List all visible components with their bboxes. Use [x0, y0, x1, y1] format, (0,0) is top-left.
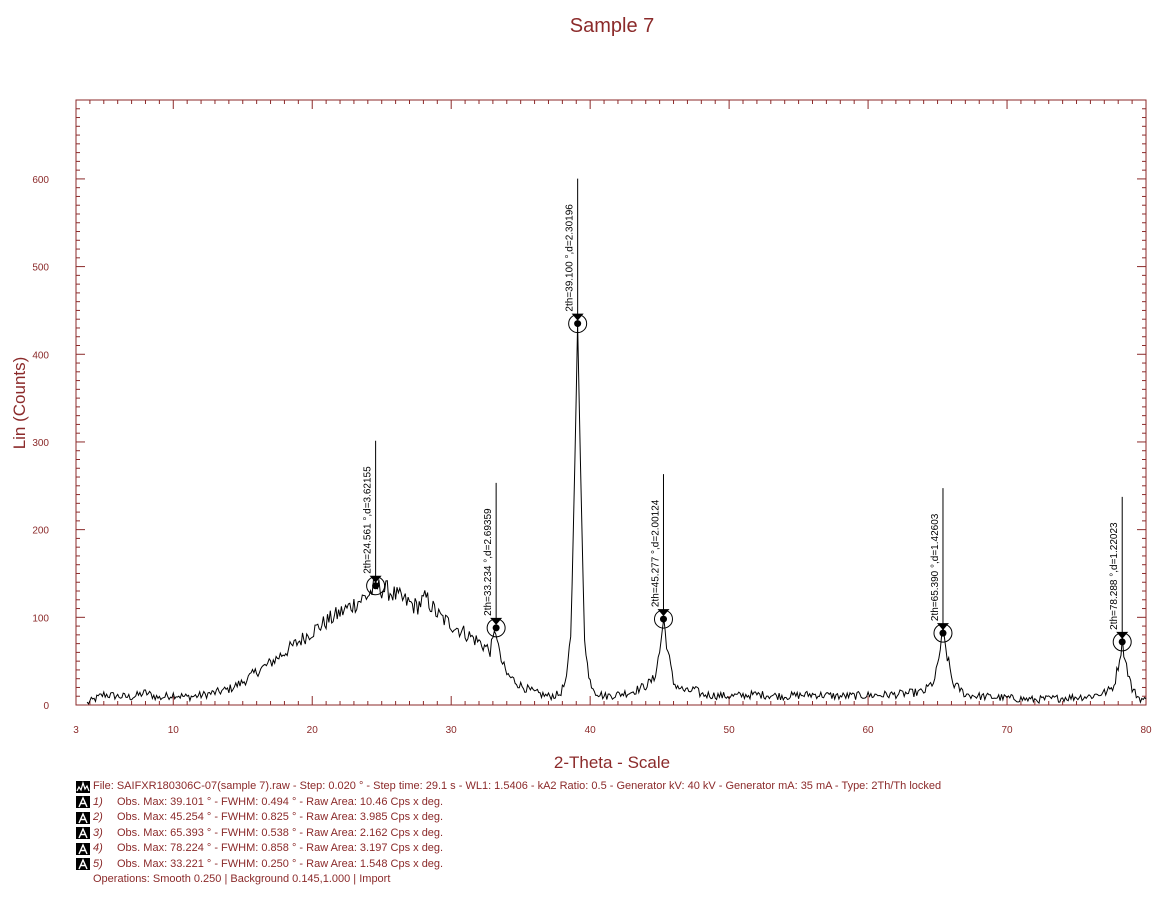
- x-tick-label: 80: [1140, 725, 1152, 736]
- peak-marker: 2th=39.100 °,d=2.30196: [565, 178, 588, 334]
- peak-ring: [933, 623, 953, 643]
- legend: File: SAIFXR180306C-07(sample 7).raw - S…: [76, 779, 941, 888]
- plot-frame: [75, 99, 1147, 706]
- y-tick-label: 400: [32, 350, 49, 361]
- x-tick-label: 3: [73, 725, 79, 736]
- peak-number: 1): [93, 795, 103, 808]
- peak-icon: [76, 827, 90, 840]
- peak-dot: [574, 320, 582, 328]
- y-tick-label: 500: [32, 263, 49, 274]
- peak-number: 5): [93, 857, 103, 870]
- legend-peak-row: 3) Obs. Max: 65.393 ° - FWHM: 0.538 ° - R…: [76, 826, 941, 842]
- x-axis-label: 2-Theta - Scale: [554, 753, 670, 772]
- peak-text: Obs. Max: 65.393 ° - FWHM: 0.538 ° - Raw…: [117, 826, 444, 839]
- pattern-icon: [76, 780, 90, 793]
- peak-annotations: 2th=24.561 °,d=3.62155 2th=33.234 °,d=2.6…: [363, 178, 1132, 652]
- peak-label: 2th=39.100 °,d=2.30196: [565, 204, 576, 312]
- peak-icon: [76, 811, 90, 824]
- peak-ring: [486, 618, 506, 638]
- x-tick-label: 60: [863, 725, 875, 736]
- peak-dot: [372, 582, 380, 590]
- chart-title: Sample 7: [570, 15, 655, 37]
- y-axis-label: Lin (Counts): [10, 357, 29, 450]
- peak-marker: 2th=33.234 °,d=2.69359: [483, 482, 506, 638]
- legend-peak-row: 4) Obs. Max: 78.224 ° - FWHM: 0.858 ° - R…: [76, 841, 941, 857]
- peak-marker: 2th=45.277 °,d=2.00124: [650, 474, 673, 629]
- x-tick-label: 40: [585, 725, 597, 736]
- peak-number: 4): [93, 842, 103, 854]
- peak-dot: [659, 615, 667, 623]
- peak-label: 2th=78.288 °,d=1.22023: [1109, 522, 1120, 630]
- legend-operations: Operations: Smooth 0.250 | Background 0.…: [76, 872, 941, 888]
- y-tick-label: 600: [32, 175, 49, 186]
- x-tick-label: 20: [307, 725, 319, 736]
- xrd-trace: [86, 323, 1147, 705]
- x-tick-label: 50: [724, 725, 736, 736]
- legend-file-row: File: SAIFXR180306C-07(sample 7).raw - S…: [76, 779, 941, 795]
- axis-ticks: [76, 100, 1146, 705]
- peak-label: 2th=65.390 °,d=1.42603: [930, 513, 941, 621]
- peak-text: Obs. Max: 33.221 ° - FWHM: 0.250 ° - Raw…: [117, 857, 444, 870]
- x-tick-label: 30: [446, 725, 458, 736]
- peak-ring: [568, 314, 588, 334]
- legend-file-text: File: SAIFXR180306C-07(sample 7).raw - S…: [93, 780, 942, 792]
- legend-peak-row: 5) Obs. Max: 33.221 ° - FWHM: 0.250 ° - R…: [76, 857, 941, 873]
- peak-text: Obs. Max: 78.224 ° - FWHM: 0.858 ° - Raw…: [117, 842, 444, 854]
- peak-number: 3): [93, 826, 103, 839]
- x-tick-labels: 3 10 20 30 40 50 60 70 80: [73, 725, 1152, 736]
- y-tick-label: 300: [32, 438, 49, 449]
- peak-label: 2th=24.561 °,d=3.62155: [363, 466, 374, 574]
- peak-ring: [366, 576, 386, 596]
- peak-text: Obs. Max: 39.101 ° - FWHM: 0.494 ° - Raw…: [117, 795, 444, 808]
- peak-number: 2): [93, 811, 103, 823]
- peak-icon: [76, 858, 90, 871]
- peak-marker: 2th=78.288 °,d=1.22023: [1109, 496, 1132, 652]
- peak-marker: 2th=24.561 °,d=3.62155: [363, 440, 386, 596]
- peak-marker: 2th=65.390 °,d=1.42603: [930, 488, 953, 643]
- peak-ring: [653, 609, 673, 629]
- y-tick-labels: 0 100 200 300 400 500 600: [32, 175, 49, 712]
- peak-label: 2th=33.234 °,d=2.69359: [483, 508, 494, 616]
- y-tick-label: 0: [43, 701, 49, 712]
- peak-icon: [76, 842, 90, 855]
- operations-text: Operations: Smooth 0.250 | Background 0.…: [93, 873, 391, 885]
- legend-peak-row: 1) Obs. Max: 39.101 ° - FWHM: 0.494 ° - R…: [76, 795, 941, 811]
- peak-ring: [1112, 632, 1132, 652]
- x-tick-label: 10: [168, 725, 180, 736]
- peak-dot: [492, 624, 500, 632]
- peak-icon: [76, 796, 90, 809]
- peak-dot: [1118, 638, 1126, 646]
- peak-dot: [939, 629, 947, 637]
- trace-group: [86, 323, 1147, 705]
- peak-label: 2th=45.277 °,d=2.00124: [650, 499, 661, 607]
- legend-peak-row: 2) Obs. Max: 45.254 ° - FWHM: 0.825 ° - R…: [76, 810, 941, 826]
- y-tick-label: 100: [32, 613, 49, 624]
- x-tick-label: 70: [1001, 725, 1013, 736]
- y-tick-label: 200: [32, 526, 49, 537]
- peak-text: Obs. Max: 45.254 ° - FWHM: 0.825 ° - Raw…: [117, 811, 444, 823]
